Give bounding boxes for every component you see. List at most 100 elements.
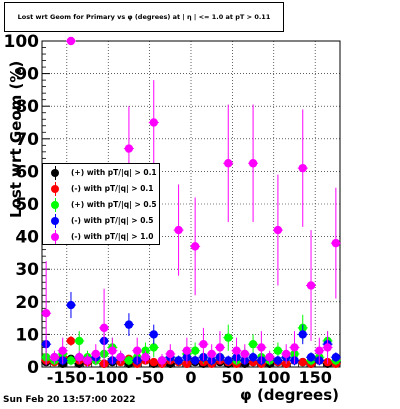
legend-marker-icon — [51, 185, 59, 193]
legend-item: (+) with pT/|q| > 0.5 — [43, 197, 161, 213]
data-point — [315, 346, 324, 355]
data-point — [281, 349, 291, 359]
x-tick-label: -150 — [47, 368, 87, 387]
data-point — [141, 353, 150, 362]
data-point — [174, 356, 183, 365]
data-point — [331, 353, 341, 362]
data-point — [273, 225, 283, 235]
data-point — [99, 323, 109, 333]
data-series — [41, 36, 341, 368]
x-tick-label: 100 — [257, 368, 290, 387]
legend-marker-icon — [51, 201, 59, 209]
data-point — [224, 356, 233, 365]
data-point — [257, 343, 266, 352]
data-point — [306, 353, 316, 362]
data-point — [248, 353, 258, 362]
data-point — [182, 346, 192, 355]
data-point — [298, 357, 307, 367]
x-axis-label: φ (degrees) — [240, 386, 339, 404]
data-point — [83, 356, 92, 365]
data-point — [174, 225, 183, 235]
y-axis-label: Lost wrt Geom (%) — [7, 60, 25, 218]
data-point — [124, 144, 134, 153]
data-point — [224, 159, 233, 168]
legend-label: (+) with pT/|q| > 0.5 — [71, 200, 157, 209]
y-tick-label: 50 — [15, 195, 39, 215]
data-point — [108, 346, 117, 355]
data-point — [224, 333, 233, 342]
y-tick-label: 60 — [15, 162, 39, 182]
legend-marker-icon — [51, 233, 59, 241]
legend-label: (-) with pT/|q| > 1.0 — [71, 232, 154, 241]
data-point — [75, 353, 84, 362]
y-tick-label: 20 — [15, 293, 39, 313]
data-point — [66, 36, 76, 46]
data-point — [124, 320, 134, 329]
data-point — [116, 353, 125, 362]
legend-label: (-) with pT/|q| > 0.5 — [71, 216, 154, 225]
legend-label: (+) with pT/|q| > 0.1 — [71, 168, 157, 177]
data-point — [66, 356, 76, 365]
x-tick-label: 150 — [298, 368, 331, 387]
data-point — [149, 343, 158, 352]
data-point — [157, 356, 167, 365]
legend-label: (-) with pT/|q| > 0.1 — [71, 184, 154, 193]
data-point — [331, 238, 341, 248]
data-point — [215, 343, 225, 352]
y-tick-label: 100 — [4, 32, 40, 52]
data-point — [66, 300, 76, 310]
y-tick-label: 40 — [15, 228, 39, 248]
data-point — [248, 339, 258, 349]
legend-item: (-) with pT/|q| > 0.5 — [43, 213, 161, 229]
data-point — [132, 346, 142, 355]
data-point — [149, 357, 158, 367]
data-point — [50, 353, 59, 362]
data-point — [75, 336, 84, 346]
y-tick-label: 30 — [15, 260, 39, 280]
data-point — [190, 242, 200, 251]
y-tick-label: 80 — [15, 97, 39, 117]
data-point — [124, 356, 134, 365]
x-tick-label: 50 — [221, 368, 243, 387]
data-point — [58, 346, 67, 355]
data-point — [298, 163, 307, 173]
data-point — [190, 356, 200, 365]
data-point — [298, 330, 307, 339]
y-tick-label: 70 — [15, 130, 39, 150]
data-point — [166, 349, 175, 359]
x-tick-label: 0 — [185, 368, 196, 387]
x-tick-label: -50 — [135, 368, 164, 387]
y-tick-label: 90 — [15, 65, 39, 85]
timestamp: Sun Feb 20 13:57:00 2022 — [3, 395, 136, 405]
x-axis-ticks: -150 -100 -50 0 50 100 150 — [41, 358, 341, 387]
data-point — [273, 356, 283, 365]
data-point — [91, 349, 101, 359]
data-point — [240, 349, 250, 359]
legend-marker-icon — [51, 169, 59, 177]
legend-item: (-) with pT/|q| > 0.1 — [43, 181, 161, 197]
series-group — [41, 36, 341, 367]
data-point — [190, 346, 200, 355]
data-point — [290, 343, 299, 352]
y-tick-label: 10 — [15, 325, 39, 345]
data-point — [149, 118, 158, 127]
chart-title-box: Lost wrt Geom for Primary vs φ (degrees)… — [4, 2, 284, 32]
data-point — [41, 309, 51, 318]
data-point — [273, 346, 283, 355]
chart-title: Lost wrt Geom for Primary vs φ (degrees)… — [17, 13, 271, 21]
data-point — [232, 346, 241, 355]
data-point — [306, 281, 316, 290]
data-point — [323, 343, 332, 352]
legend-item: (+) with pT/|q| > 0.1 — [43, 165, 161, 181]
data-point — [207, 349, 216, 359]
data-point — [199, 339, 208, 349]
y-tick-label: 0 — [27, 358, 39, 378]
data-point — [265, 353, 274, 362]
data-point — [248, 159, 258, 168]
x-tick-label: -100 — [88, 368, 128, 387]
data-point — [66, 336, 76, 346]
legend-marker-icon — [51, 217, 59, 225]
legend-item: (-) with pT/|q| > 1.0 — [43, 229, 161, 245]
legend: (+) with pT/|q| > 0.1 (-) with pT/|q| > … — [42, 163, 160, 245]
data-point — [149, 330, 158, 339]
